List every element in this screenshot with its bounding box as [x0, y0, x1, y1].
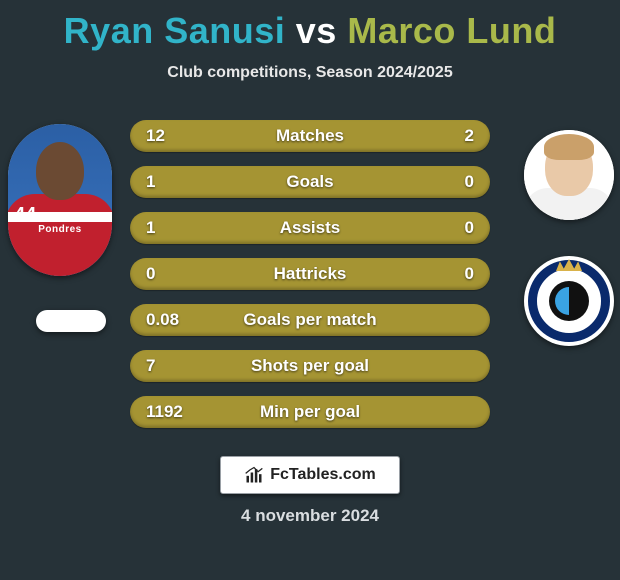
- page-title: Ryan Sanusi vs Marco Lund: [0, 0, 620, 52]
- stat-row: 7Shots per goal: [130, 350, 490, 382]
- stat-row: 1Assists0: [130, 212, 490, 244]
- source-logo: FcTables.com: [220, 456, 400, 494]
- stat-value-left: 1: [130, 172, 200, 192]
- stat-value-left: 0: [130, 264, 200, 284]
- stat-row: 0Hattricks0: [130, 258, 490, 290]
- stat-value-right: 0: [420, 264, 490, 284]
- stat-label: Assists: [200, 218, 420, 238]
- title-player1: Ryan Sanusi: [64, 10, 286, 51]
- stat-label: Goals per match: [200, 310, 420, 330]
- subtitle: Club competitions, Season 2024/2025: [0, 64, 620, 82]
- date-label: 4 november 2024: [0, 506, 620, 526]
- stat-value-left: 7: [130, 356, 200, 376]
- stat-value-right: 0: [420, 218, 490, 238]
- stat-value-left: 0.08: [130, 310, 200, 330]
- stat-label: Matches: [200, 126, 420, 146]
- stat-value-right: 0: [420, 172, 490, 192]
- stat-label: Min per goal: [200, 402, 420, 422]
- stat-row: 1Goals0: [130, 166, 490, 198]
- stat-value-left: 1: [130, 218, 200, 238]
- stat-label: Shots per goal: [200, 356, 420, 376]
- chart-icon: [244, 465, 264, 485]
- stats-table: 12Matches21Goals01Assists00Hattricks00.0…: [0, 120, 620, 442]
- stat-row: 12Matches2: [130, 120, 490, 152]
- stat-row: 1192Min per goal: [130, 396, 490, 428]
- stat-row: 0.08Goals per match: [130, 304, 490, 336]
- title-vs: vs: [296, 10, 337, 51]
- source-logo-text: FcTables.com: [270, 466, 376, 484]
- stat-label: Hattricks: [200, 264, 420, 284]
- stat-value-left: 12: [130, 126, 200, 146]
- stat-value-right: 2: [420, 126, 490, 146]
- stat-label: Goals: [200, 172, 420, 192]
- title-player2: Marco Lund: [347, 10, 556, 51]
- stat-value-left: 1192: [130, 402, 200, 422]
